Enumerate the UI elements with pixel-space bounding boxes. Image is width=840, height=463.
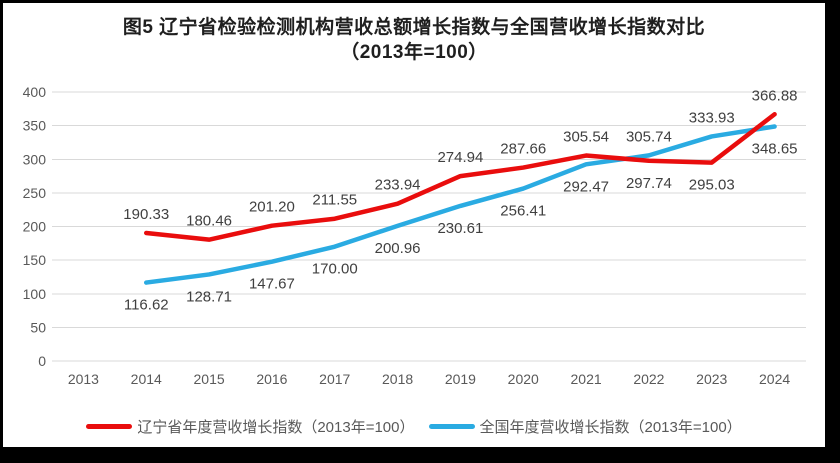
x-axis-tick-label-2023: 2023 (696, 371, 727, 387)
data-label-liaoning-2022: 297.74 (626, 175, 672, 192)
data-label-national-2018: 200.96 (375, 240, 421, 257)
chart-title-line1: 图5 辽宁省检验检测机构营收总额增长指数与全国营收增长指数对比 (122, 17, 706, 38)
chart-legend: 辽宁省年度营收增长指数（2013年=100） 全国年度营收增长指数（2013年=… (3, 416, 825, 437)
legend-swatch-liaoning-red-line (86, 424, 133, 429)
y-axis-tick-label: 400 (23, 84, 47, 100)
x-axis-tick-label-2024: 2024 (759, 371, 790, 387)
x-axis-tick-label-2016: 2016 (256, 371, 287, 387)
data-label-liaoning-2020: 287.66 (500, 141, 546, 158)
data-label-liaoning-2017: 211.55 (312, 192, 357, 209)
legend-label-national: 全国年度营收增长指数（2013年=100） (479, 419, 742, 436)
data-label-national-2017: 170.00 (312, 261, 358, 278)
data-label-liaoning-2021: 305.54 (563, 129, 609, 146)
y-axis-tick-label: 350 (23, 118, 47, 134)
data-label-national-2016: 147.67 (249, 276, 295, 293)
y-axis-tick-label: 0 (38, 353, 46, 369)
legend-swatch-national-blue-line (428, 424, 475, 429)
y-axis-tick-label: 300 (23, 151, 47, 167)
y-axis-tick-label: 200 (23, 219, 47, 235)
data-label-liaoning-2015: 180.46 (186, 213, 232, 230)
data-label-liaoning-2024: 366.88 (752, 87, 798, 104)
x-axis-tick-label-2014: 2014 (131, 371, 162, 387)
x-axis-tick-label-2015: 2015 (194, 371, 225, 387)
liaoning-series-line (144, 112, 777, 242)
x-axis-tick-label-2022: 2022 (633, 371, 664, 387)
x-axis-tick-label-2017: 2017 (319, 371, 350, 387)
legend-label-liaoning: 辽宁省年度营收增长指数（2013年=100） (137, 419, 415, 436)
chart-title-line2: （2013年=100） (340, 42, 488, 63)
line-chart-plot: 0 50 100 150 200 250 300 350 400 2013 2014 2015 2016… (23, 84, 806, 387)
data-label-liaoning-2023: 295.03 (689, 177, 735, 194)
x-axis-tick-label-2020: 2020 (508, 371, 539, 387)
x-axis-tick-label-2013: 2013 (68, 371, 99, 387)
data-label-national-2019: 230.61 (437, 220, 483, 237)
data-label-national-2015: 128.71 (186, 288, 232, 305)
x-axis-tick-label-2021: 2021 (571, 371, 602, 387)
x-axis-tick-label-2019: 2019 (445, 371, 476, 387)
data-label-liaoning-2018: 233.94 (375, 177, 421, 194)
x-axis-tick-label-2018: 2018 (382, 371, 413, 387)
y-axis-tick-label: 150 (23, 252, 47, 268)
data-label-national-2021: 292.47 (563, 178, 609, 195)
data-label-national-2014: 116.62 (124, 297, 169, 314)
legend-item-national: 全国年度营收增长指数（2013年=100） (428, 416, 742, 437)
data-label-liaoning-2019: 274.94 (437, 149, 483, 166)
y-axis-tick-label: 250 (23, 185, 47, 201)
legend-item-liaoning: 辽宁省年度营收增长指数（2013年=100） (86, 416, 415, 437)
national-series-line (144, 124, 777, 285)
chart-title: 图5 辽宁省检验检测机构营收总额增长指数与全国营收增长指数对比 （2013年=1… (3, 15, 825, 65)
data-label-national-2020: 256.41 (500, 203, 546, 220)
y-axis-tick-label: 100 (23, 286, 47, 302)
data-label-national-2022: 305.74 (626, 128, 672, 145)
chart-canvas: 图5 辽宁省检验检测机构营收总额增长指数与全国营收增长指数对比 （2013年=1… (3, 3, 825, 447)
data-label-liaoning-2014: 190.33 (123, 206, 169, 223)
y-axis-tick-label: 50 (30, 319, 46, 335)
data-label-liaoning-2016: 201.20 (249, 199, 295, 216)
data-label-national-2024: 348.65 (752, 141, 798, 158)
data-label-national-2023: 333.93 (689, 109, 735, 126)
